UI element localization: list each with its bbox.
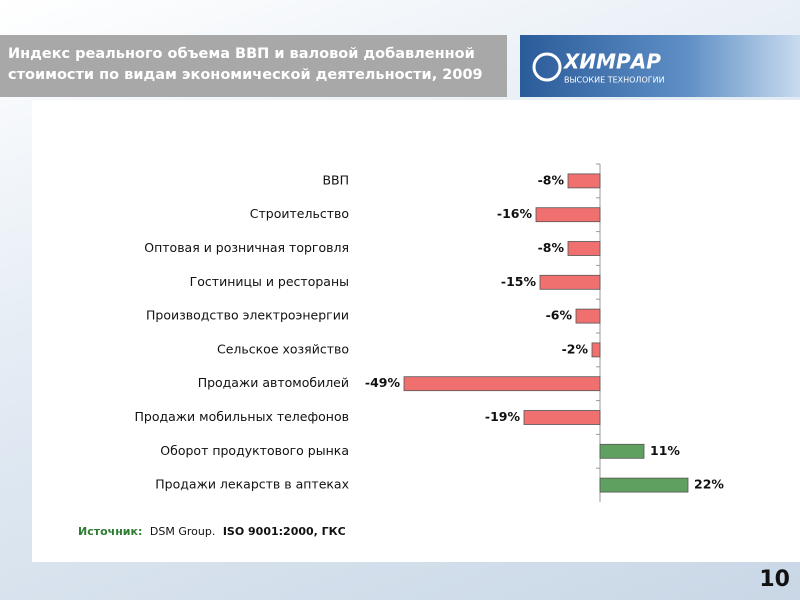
category-label: Строительство	[250, 206, 349, 221]
bar	[599, 477, 689, 493]
source-bold: ISO 9001:2000, ГКС	[223, 525, 346, 538]
value-label: 11%	[650, 443, 680, 458]
category-label: Оборот продуктового рынка	[160, 443, 349, 458]
logo-text: ХИМРАР	[562, 50, 661, 74]
logo-graphic: ХИМРАР ВЫСОКИЕ ТЕХНОЛОГИИ	[532, 50, 665, 85]
page-number: 10	[759, 567, 790, 592]
category-label: Сельское хозяйство	[217, 341, 349, 356]
bar	[539, 274, 601, 290]
bar	[599, 443, 645, 459]
logo-icon	[532, 52, 562, 82]
source: Источник: DSM Group. ISO 9001:2000, ГКС	[78, 525, 346, 538]
value-label: -16%	[497, 206, 533, 221]
value-label: -2%	[562, 341, 589, 356]
category-label: Производство электроэнергии	[146, 308, 349, 323]
bar	[575, 308, 601, 324]
category-label: Продажи автомобилей	[198, 375, 349, 390]
value-label: -15%	[501, 274, 537, 289]
category-label: ВВП	[322, 172, 349, 187]
bar	[567, 173, 601, 189]
bar	[403, 376, 601, 392]
category-label: Продажи мобильных телефонов	[135, 409, 350, 424]
value-label: -8%	[538, 240, 565, 255]
source-text: DSM Group.	[150, 525, 215, 538]
category-label: Оптовая и розничная торговля	[144, 240, 349, 255]
value-label: -49%	[365, 375, 401, 390]
value-label: -6%	[546, 308, 573, 323]
category-label: Продажи лекарств в аптеках	[155, 477, 349, 492]
bar	[535, 207, 601, 223]
bar	[523, 410, 601, 425]
logo-subtitle: ВЫСОКИЕ ТЕХНОЛОГИИ	[564, 76, 665, 85]
bar	[567, 241, 601, 256]
source-label: Источник:	[78, 525, 142, 538]
logo: ХИМРАР ВЫСОКИЕ ТЕХНОЛОГИИ	[520, 35, 800, 97]
value-label: -19%	[485, 409, 521, 424]
slide-title: Индекс реального объема ВВП и валовой до…	[0, 35, 507, 97]
category-label: Гостиницы и рестораны	[190, 274, 349, 289]
bar	[591, 342, 601, 358]
value-label: 22%	[694, 477, 724, 492]
value-label: -8%	[538, 172, 565, 187]
